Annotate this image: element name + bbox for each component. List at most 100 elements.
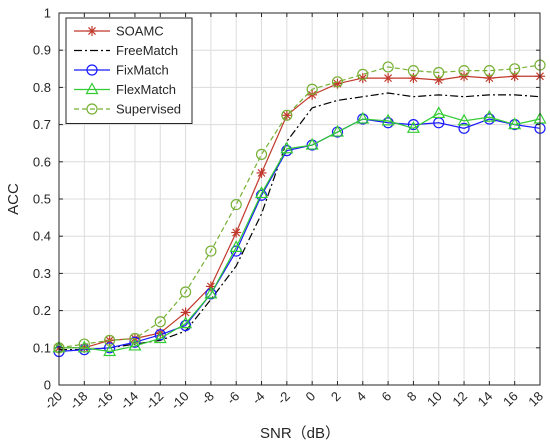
y-tick-label: 0.1 (33, 340, 51, 355)
y-tick-label: 0.6 (33, 154, 51, 169)
legend-label: FlexMatch (116, 82, 176, 97)
y-tick-label: 0.5 (33, 192, 51, 207)
y-axis-title: ACC (5, 183, 22, 215)
flexmatch-point (179, 316, 193, 329)
soamc-point (281, 110, 292, 121)
legend-item-fixmatch: FixMatch (74, 63, 169, 78)
supervised-point (179, 286, 192, 298)
legend-item-flexmatch: FlexMatch (74, 82, 176, 97)
legend-item-soamc: SOAMC (74, 24, 164, 39)
soamc-point (509, 71, 520, 82)
x-tick-label: -12 (142, 389, 166, 413)
series-layer (52, 59, 547, 358)
flexmatch-point (229, 240, 243, 252)
supervised-point (306, 83, 318, 95)
y-tick-label: 0.4 (33, 229, 51, 244)
flexmatch-point (508, 117, 522, 130)
flexmatch-point (381, 113, 395, 126)
legend-item-freematch: FreeMatch (74, 43, 178, 58)
x-axis-title: SNR（dB） (260, 425, 340, 442)
x-tick-label: 0 (303, 389, 319, 405)
x-tick-label: 16 (500, 389, 521, 410)
legend-marker (86, 103, 98, 115)
x-tick-label: 2 (328, 389, 344, 405)
supervised-point (255, 148, 268, 160)
supervised-point (104, 334, 116, 346)
supervised-point (509, 63, 521, 75)
soamc-point (256, 167, 267, 178)
soamc-point (231, 227, 242, 238)
series-flexmatch (52, 106, 547, 357)
legend-marker (87, 26, 97, 36)
soamc-point (408, 73, 419, 84)
y-tick-label: 0.2 (33, 303, 51, 318)
soamc-point (433, 74, 444, 85)
legend: SOAMC FreeMatch FixMatch FlexMatch Supervise… (65, 17, 193, 124)
legend-marker (86, 64, 98, 76)
flexmatch-point (356, 111, 370, 124)
series-freematch (59, 92, 541, 351)
flexmatch-point (432, 106, 446, 119)
x-tick-label: 12 (449, 389, 470, 410)
fixmatch-point (407, 118, 420, 131)
ticks: -20 -18 -16 -14 -12 -10 -8 -6 -4 -2 0 2 4 6 8 10 12 14 16 1… (33, 6, 546, 413)
supervised-point (483, 65, 495, 77)
supervised-point (331, 76, 344, 88)
legend-marker (85, 82, 99, 95)
series-supervised (53, 59, 546, 354)
x-tick-label: -4 (249, 389, 268, 408)
legend-label: Supervised (116, 102, 181, 117)
y-tick-label: 0.9 (33, 43, 51, 58)
flexmatch-line (59, 112, 541, 353)
legend-label: SOAMC (116, 24, 164, 39)
flexmatch-point (330, 124, 344, 137)
x-tick-label: -8 (198, 389, 217, 408)
supervised-point (458, 65, 470, 77)
x-tick-label: -10 (168, 389, 192, 413)
flexmatch-point (305, 137, 319, 150)
fixmatch-point (154, 329, 166, 341)
soamc-point (383, 73, 394, 84)
x-tick-label: -18 (67, 389, 91, 413)
soamc-line (59, 75, 540, 349)
supervised-point (205, 245, 217, 257)
x-tick-label: -6 (224, 389, 243, 408)
supervised-point (433, 66, 445, 79)
supervised-point (382, 61, 394, 73)
soamc-point (484, 73, 495, 84)
legend-label: FixMatch (116, 63, 169, 78)
flexmatch-point (204, 286, 218, 299)
supervised-point (129, 332, 141, 345)
flexmatch-point (255, 186, 269, 199)
soamc-point (180, 307, 191, 318)
flexmatch-point (103, 344, 117, 357)
x-tick-label: -2 (274, 389, 293, 408)
x-tick-label: -14 (117, 389, 141, 413)
supervised-point (154, 316, 166, 328)
flexmatch-point (482, 109, 496, 122)
flexmatch-point (153, 331, 167, 344)
x-tick-label: 18 (525, 389, 546, 410)
legend-label: FreeMatch (116, 43, 178, 58)
x-tick-label: 8 (404, 389, 420, 405)
y-tick-label: 0.8 (33, 80, 51, 95)
y-tick-label: 0.3 (33, 266, 51, 281)
fixmatch-point (129, 336, 141, 348)
supervised-point (230, 198, 242, 211)
x-tick-label: 14 (475, 389, 496, 410)
legend-item-supervised: Supervised (74, 102, 181, 117)
supervised-point (407, 65, 420, 77)
x-tick-label: -16 (92, 389, 116, 413)
y-tick-label: 0.7 (33, 117, 51, 132)
supervised-point (78, 338, 90, 350)
flexmatch-point (280, 141, 294, 154)
fixmatch-point (104, 342, 116, 354)
supervised-point (281, 109, 293, 121)
y-tick-label: 0 (44, 378, 51, 393)
flexmatch-point (128, 338, 142, 351)
x-tick-label: 10 (424, 389, 445, 410)
fixmatch-point (458, 122, 470, 134)
flexmatch-point (457, 113, 471, 126)
flexmatch-point (77, 340, 91, 353)
